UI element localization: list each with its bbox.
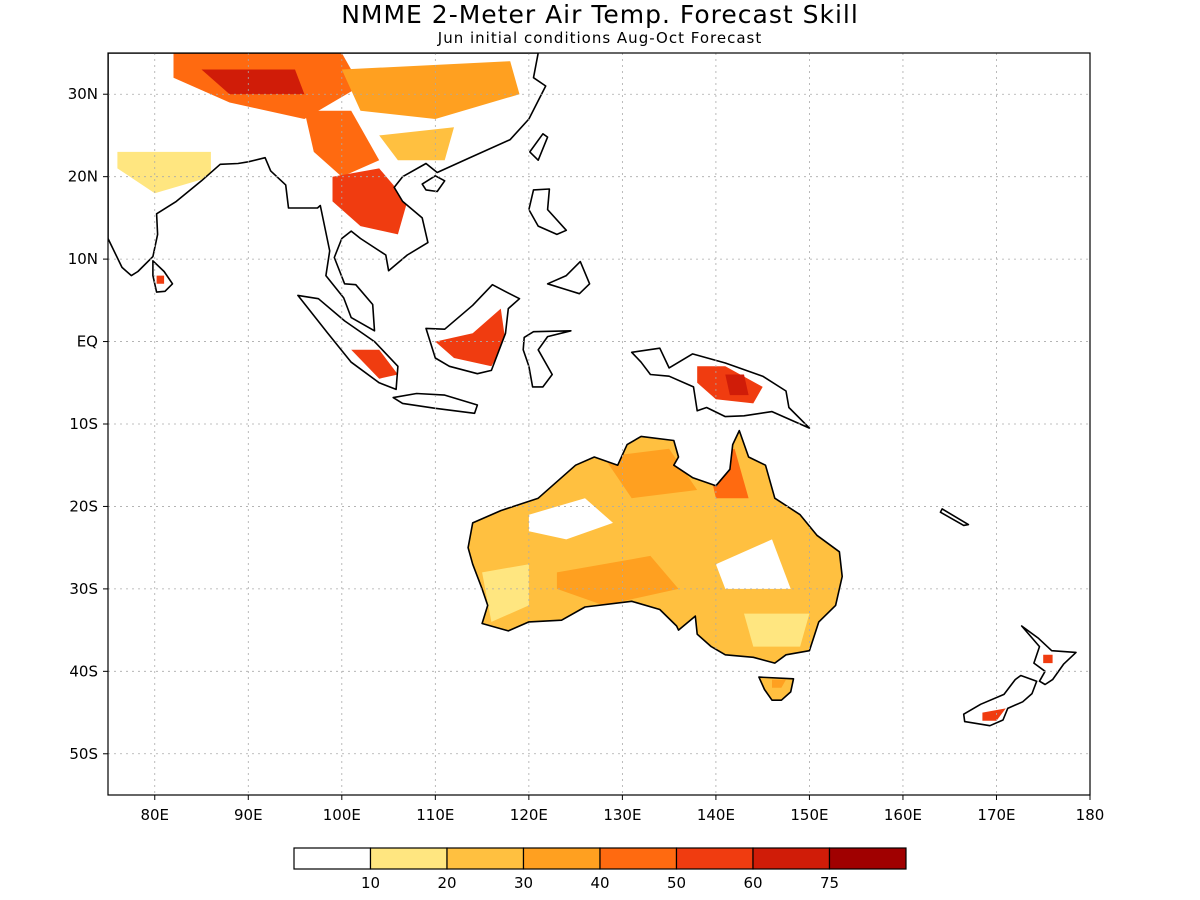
colorbar-swatch — [522, 847, 601, 870]
lon-tick-label: 140E — [697, 806, 735, 824]
lon-tick-label: 80E — [140, 806, 169, 824]
skill-patch — [744, 613, 810, 647]
colorbar-label: 10 — [361, 874, 380, 892]
lat-tick-label: 10N — [68, 250, 98, 268]
lon-tick-label: 90E — [234, 806, 263, 824]
lat-tick-label: 20N — [68, 168, 98, 186]
coastline-australia — [467, 429, 844, 664]
coastline-sulawesi — [522, 329, 572, 388]
lon-tick-label: 120E — [510, 806, 548, 824]
region-taiwan — [529, 133, 548, 161]
region-java — [393, 393, 478, 414]
skill-patch — [332, 168, 408, 235]
skill-patch — [117, 151, 211, 194]
skill-patch — [982, 708, 1006, 721]
coastline-luzon — [528, 188, 568, 236]
skill-patches — [117, 53, 1053, 721]
lat-tick-label: 20S — [69, 497, 98, 515]
skill-patch — [482, 564, 529, 622]
skill-patch — [1043, 654, 1053, 664]
region-new-zealand-south — [963, 675, 1037, 726]
lon-tick-label: 100E — [323, 806, 361, 824]
coastline-sri-lanka — [152, 259, 174, 293]
skill-patch — [556, 555, 679, 606]
lat-tick-label: 40S — [69, 662, 98, 680]
lat-tick-label: EQ — [77, 333, 98, 351]
colorbar-label: 20 — [437, 874, 456, 892]
skill-patch — [156, 275, 165, 284]
skill-patch — [715, 539, 791, 589]
colorbar: 10 20 30 40 50 60 75 — [293, 847, 907, 892]
lon-tick-label: 150E — [790, 806, 828, 824]
colorbar-swatch — [675, 847, 754, 870]
colorbar-label: 50 — [667, 874, 686, 892]
coastline-borneo — [425, 283, 521, 375]
skill-patch — [528, 498, 613, 540]
region-tasmania — [758, 677, 794, 701]
region-mindanao — [547, 261, 590, 294]
coastline-sumatra — [297, 294, 399, 391]
lon-tick-label: 180 — [1076, 806, 1105, 824]
lon-tick-label: 170E — [977, 806, 1015, 824]
coastline-new-caledonia — [939, 508, 970, 527]
colorbar-label: 75 — [820, 874, 839, 892]
map-title: NMME 2-Meter Air Temp. Forecast Skill — [341, 0, 859, 29]
colorbar-swatch — [446, 847, 525, 870]
map-subtitle: Jun initial conditions Aug-Oct Forecast — [437, 29, 763, 47]
skill-patch — [341, 61, 520, 119]
lat-tick-label: 30N — [68, 85, 98, 103]
skill-patch — [725, 374, 749, 396]
lon-tick-label: 160E — [884, 806, 922, 824]
region-luzon — [528, 189, 567, 235]
coastline-hainan — [421, 175, 446, 193]
colorbar-label: 40 — [590, 874, 609, 892]
skill-patch — [201, 69, 305, 95]
region-asia — [108, 53, 546, 331]
region-sulawesi — [523, 330, 571, 387]
coastline-asia — [108, 53, 547, 332]
coastline-new-zealand-south — [962, 674, 1038, 727]
lat-tick-label: 30S — [69, 580, 98, 598]
coastline-tasmania — [758, 676, 795, 702]
coastline-new-guinea — [630, 347, 811, 429]
skill-patch — [603, 448, 698, 499]
colorbar-label: 30 — [514, 874, 533, 892]
lat-tick-label: 50S — [69, 745, 98, 763]
colorbar-label: 60 — [743, 874, 762, 892]
region-australia — [468, 430, 843, 664]
colorbar-swatch — [369, 847, 448, 870]
lon-tick-label: 110E — [416, 806, 454, 824]
skill-patch — [772, 679, 786, 688]
lon-tick-label: 130E — [603, 806, 641, 824]
skill-patch — [379, 127, 454, 161]
longitude-tick-labels: 80E 90E 100E 110E 120E 130E 140E 150E 160E 170E 18… — [140, 795, 1104, 824]
colorbar-swatch — [599, 847, 678, 870]
colorbar-swatch — [293, 847, 372, 870]
skill-patch — [351, 349, 398, 379]
skill-patch — [435, 308, 506, 367]
colorbar-swatch — [828, 847, 907, 870]
lat-tick-label: 10S — [69, 415, 98, 433]
latitude-tick-labels: 30N 20N 10N EQ 10S 20S 30S 40S 50S — [68, 85, 108, 763]
coastlines — [108, 53, 1077, 727]
coastline-mindanao — [546, 260, 591, 295]
gridlines — [108, 53, 1090, 795]
coastline-java — [392, 392, 479, 415]
colorbar-swatch — [752, 847, 831, 870]
coastline-new-zealand-north — [1020, 625, 1077, 686]
coastline-taiwan — [528, 133, 549, 161]
